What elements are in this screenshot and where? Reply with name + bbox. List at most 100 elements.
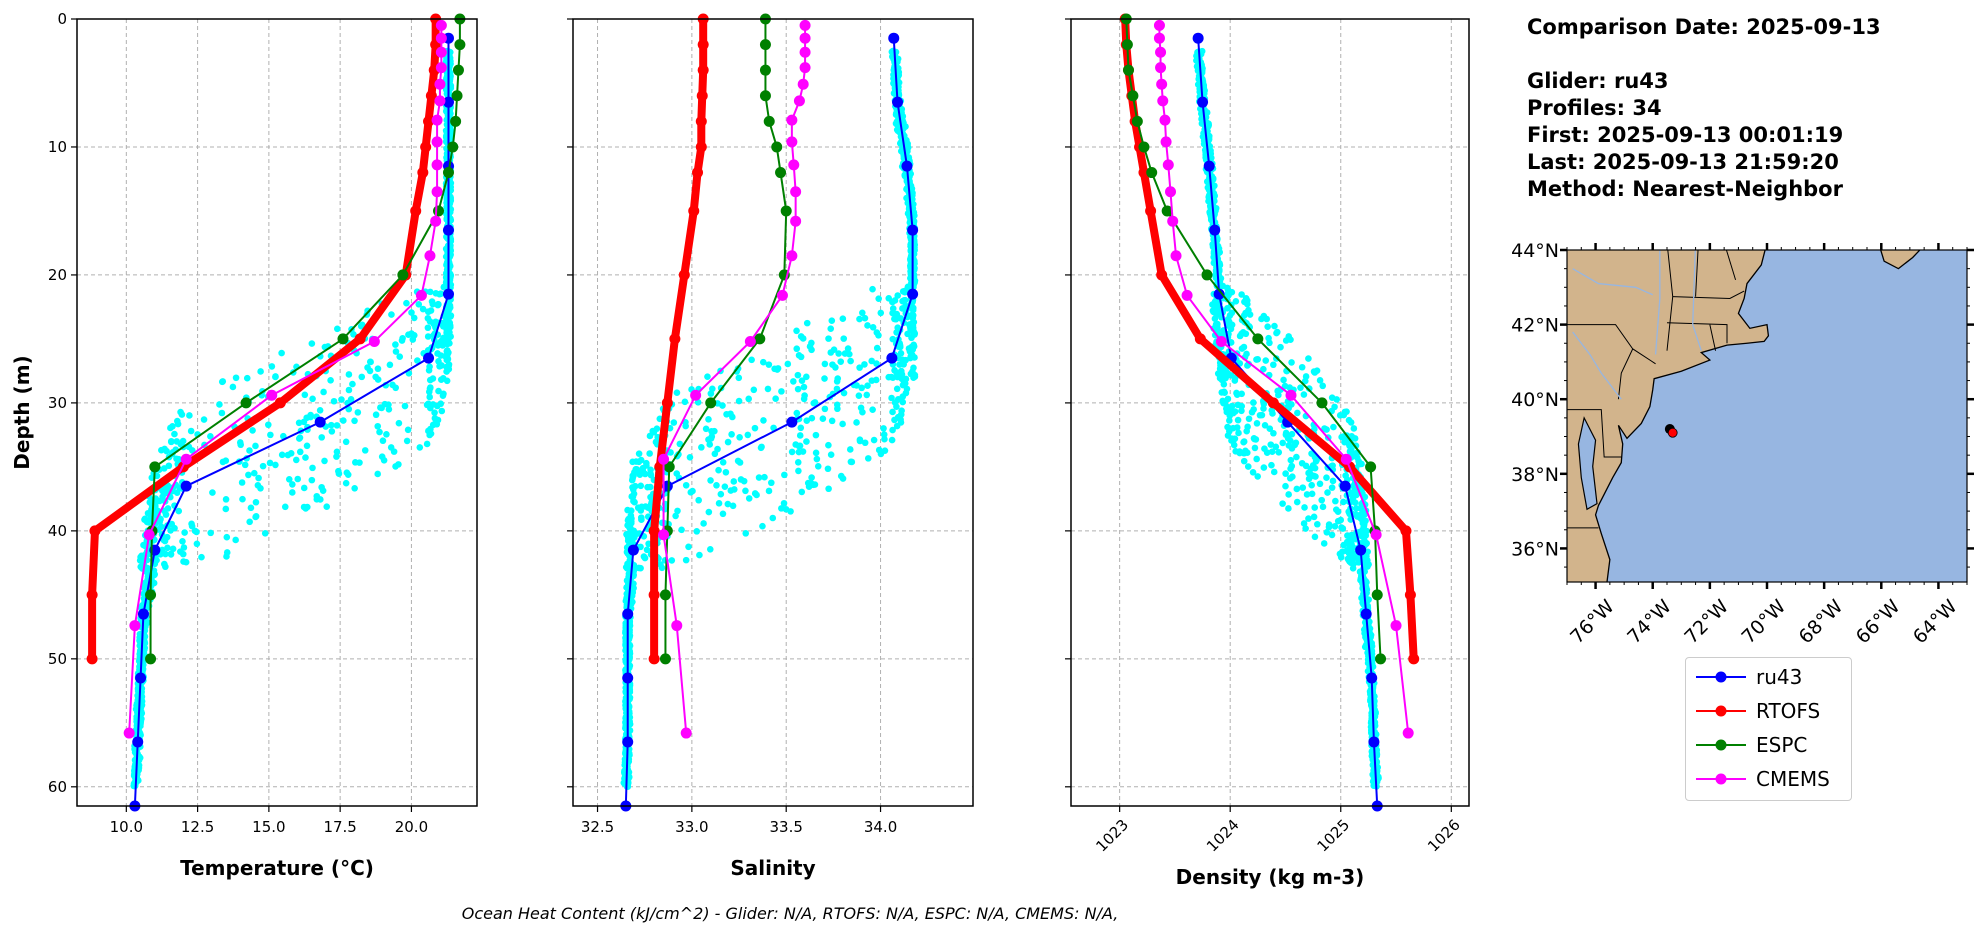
glider-raw-point <box>799 335 807 342</box>
glider-raw-point <box>1250 399 1257 406</box>
y-axis-label: Depth (m) <box>10 355 34 469</box>
glider-raw-point <box>768 479 775 487</box>
glider-raw-point <box>808 346 815 354</box>
series-line-cmems <box>662 25 807 734</box>
glider-raw-point <box>249 427 256 434</box>
glider-raw-point <box>1216 374 1224 382</box>
x-tick-label: 33.5 <box>770 818 803 836</box>
data-point-cmems <box>671 620 683 632</box>
glider-raw-point <box>171 430 178 438</box>
glider-raw-point <box>333 453 340 460</box>
glider-raw-point <box>321 457 328 465</box>
glider-raw-point <box>188 522 196 530</box>
glider-raw-point <box>682 422 689 430</box>
glider-raw-point <box>175 507 183 515</box>
glider-raw-point <box>875 331 882 339</box>
glider-raw-point <box>855 392 863 399</box>
glider-raw-point <box>446 262 454 270</box>
footer-ohc: Ocean Heat Content (kJ/cm^2) - Glider: N… <box>0 904 1980 923</box>
data-point-cmems <box>1153 19 1165 31</box>
data-point-cmems <box>431 136 443 148</box>
glider-raw-point <box>1228 309 1236 317</box>
glider-raw-point <box>893 403 900 410</box>
data-point-cmems <box>799 62 811 74</box>
glider-raw-point <box>730 486 738 493</box>
glider-raw-point <box>681 398 689 406</box>
data-point-cmems <box>788 159 800 171</box>
glider-raw-point <box>761 473 768 481</box>
data-point-cmems <box>786 136 798 148</box>
glider-raw-point <box>409 336 417 343</box>
glider-raw-point <box>1300 520 1308 527</box>
glider-raw-point <box>1331 403 1338 411</box>
data-point-cmems <box>368 335 380 347</box>
glider-raw-point <box>1240 312 1248 319</box>
glider-raw-point <box>1238 291 1245 298</box>
glider-raw-point <box>646 450 653 457</box>
glider-raw-point <box>345 405 353 413</box>
x-tick-label: 34.0 <box>864 818 897 836</box>
state-border <box>1709 324 1717 351</box>
glider-raw-point <box>1339 548 1346 556</box>
first-time: First: 2025-09-13 00:01:19 <box>1527 123 1844 147</box>
state-border <box>1617 348 1634 400</box>
data-point-rtofs <box>1156 269 1168 281</box>
glider-raw-point <box>724 438 732 446</box>
glider-raw-point <box>627 512 635 519</box>
data-point-cmems <box>431 159 443 171</box>
glider-raw-point <box>165 462 173 470</box>
lon-tick-label: 66°W <box>1852 595 1905 648</box>
glider-raw-point <box>808 480 815 487</box>
glider-raw-point <box>167 550 175 558</box>
glider-raw-point <box>401 402 409 410</box>
glider-raw-point <box>1288 430 1296 438</box>
data-point-cmems <box>658 453 670 465</box>
glider-raw-point <box>281 503 289 511</box>
data-point-cmems <box>434 95 446 107</box>
glider-raw-point <box>309 395 316 403</box>
data-point-espc <box>1201 269 1213 281</box>
glider-raw-point <box>795 467 802 475</box>
glider-raw-point <box>798 488 806 496</box>
glider-raw-point <box>378 404 385 412</box>
glider-raw-point <box>873 360 880 367</box>
glider-raw-point <box>222 505 230 513</box>
glider-raw-point <box>711 450 719 458</box>
glider-raw-point <box>905 321 913 328</box>
glider-raw-point <box>1282 429 1290 437</box>
glider-raw-point <box>254 482 262 489</box>
data-point-cmems <box>1155 62 1167 74</box>
glider-raw-point <box>1271 322 1278 330</box>
map: 36°N 38°N 40°N 42°N 44°N 76°W 74°W 72°W 70°W 68°W… <box>1511 240 1974 648</box>
data-point-cmems <box>790 215 802 227</box>
data-point-rtofs <box>423 115 435 127</box>
glider-raw-point <box>372 411 380 419</box>
data-point-cmems <box>1390 620 1402 632</box>
data-point-rtofs <box>648 525 660 537</box>
data-point-cmems <box>799 46 811 58</box>
glider-raw-point <box>856 315 863 323</box>
data-point-espc <box>771 141 783 153</box>
glider-raw-point <box>877 309 885 317</box>
glider-raw-point <box>1287 456 1295 464</box>
glider-raw-point <box>1310 472 1318 480</box>
data-point-ru43 <box>442 224 454 236</box>
glider-raw-point <box>911 373 919 380</box>
glider-raw-point <box>1341 408 1349 416</box>
data-point-espc <box>454 39 466 51</box>
glider-raw-point <box>1308 481 1315 489</box>
glider-raw-point <box>889 298 896 306</box>
glider-raw-point <box>868 357 876 365</box>
glider-raw-point <box>374 470 382 478</box>
glider-raw-point <box>856 437 864 445</box>
glider-raw-point <box>433 402 441 410</box>
state-border <box>1666 322 1728 344</box>
data-point-rtofs <box>1145 205 1157 217</box>
glider-raw-point <box>404 426 412 434</box>
glider-raw-point <box>1331 523 1339 530</box>
glider-raw-point <box>672 512 679 520</box>
glider-raw-point <box>427 430 435 437</box>
glider-raw-point <box>868 377 876 384</box>
glider-raw-point <box>438 407 446 415</box>
glider-raw-point <box>853 382 860 389</box>
